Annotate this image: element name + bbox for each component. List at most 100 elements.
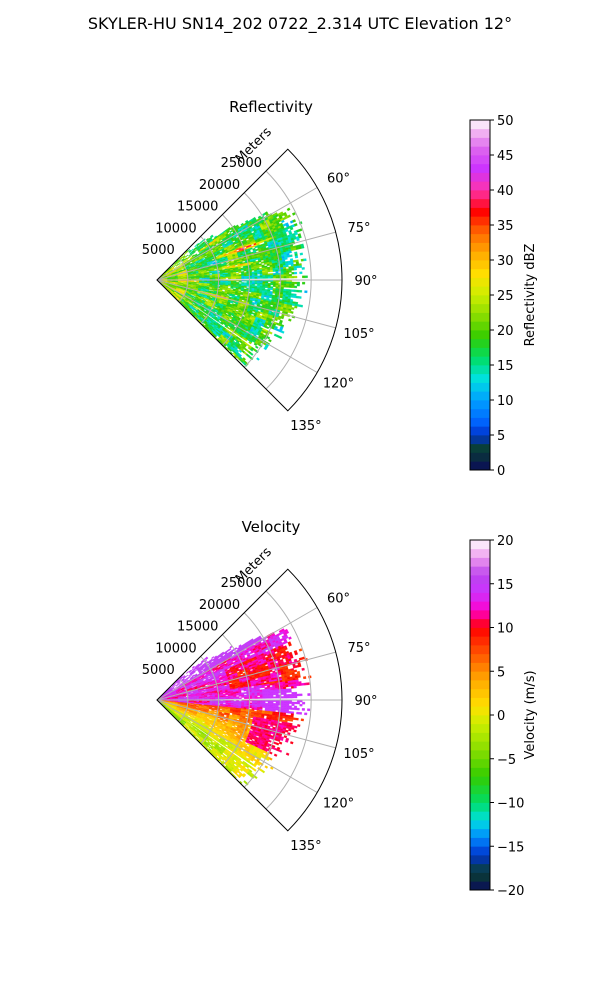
colorbar-tick-label: 0: [497, 464, 505, 479]
radar-cell: [243, 286, 247, 288]
radar-cell: [284, 257, 288, 260]
radar-cell: [296, 289, 300, 293]
radar-cell: [286, 207, 291, 212]
radar-cell: [283, 272, 287, 275]
radar-cell: [188, 277, 192, 279]
radar-cell: [267, 274, 271, 277]
radar-cell: [288, 281, 292, 284]
colorbar-segment: [470, 373, 490, 383]
colorbar-segment: [470, 391, 490, 401]
radar-cell: [283, 285, 287, 288]
radar-cell: [296, 281, 300, 285]
radar-cell: [259, 284, 263, 287]
radar-cell: [286, 270, 290, 273]
radar-cell: [257, 275, 261, 278]
radar-cell: [287, 262, 292, 266]
angle-tick-label: 105°: [343, 327, 374, 342]
radar-cell: [291, 289, 295, 292]
radar-cell: [196, 278, 200, 280]
radar-cell: [193, 274, 197, 276]
radar-cell: [270, 283, 274, 286]
radar-cell: [288, 266, 292, 269]
radar-cell: [301, 267, 305, 270]
radar-cell: [304, 275, 308, 279]
radar-cell: [222, 277, 226, 280]
colorbar-segment: [470, 321, 490, 331]
colorbar-segment: [470, 452, 490, 462]
radar-cell: [212, 278, 216, 280]
radar-cell: [171, 267, 175, 270]
angle-tick-label: 135°: [290, 419, 321, 434]
radar-cell: [238, 277, 242, 279]
radar-cell: [270, 281, 274, 284]
radar-cell: [288, 283, 292, 286]
radar-cell: [258, 260, 262, 263]
colorbar-segment: [470, 426, 490, 436]
radar-cell: [209, 286, 213, 289]
radar-cell: [259, 285, 263, 288]
radar-cell: [257, 272, 261, 275]
radar-cell: [214, 278, 218, 280]
radar-cell: [273, 274, 277, 277]
radar-cell: [288, 285, 292, 288]
radar-cell: [265, 276, 269, 279]
radar-cell: [177, 262, 181, 265]
colorbar-segment: [470, 128, 490, 138]
radar-cell: [262, 282, 266, 285]
radar-cell: [264, 286, 268, 289]
radar-cell: [288, 274, 292, 277]
radar-cell: [290, 295, 294, 298]
radar-cell: [261, 261, 265, 264]
radar-cell: [283, 283, 287, 286]
radar-cell: [254, 276, 258, 279]
colorbar-segment: [470, 190, 490, 200]
radar-cell: [286, 285, 290, 288]
radar-cell: [207, 278, 211, 280]
colorbar-segment: [470, 312, 490, 322]
radar-cell: [291, 281, 295, 285]
radar-cell: [289, 254, 293, 258]
radar-cell: [238, 271, 242, 274]
colorbar-tick-label: 30: [497, 254, 514, 269]
radar-cell: [265, 284, 269, 287]
colorbar-segment: [470, 408, 490, 418]
radar-cell: [298, 296, 302, 299]
radar-cell: [268, 331, 273, 335]
radar-cell: [258, 294, 262, 297]
radar-cell: [226, 262, 230, 264]
figure-title: SKYLER-HU SN14_202 0722_2.314 UTC Elevat…: [87, 14, 513, 33]
radar-cell: [293, 265, 297, 269]
radar-cell: [296, 265, 300, 269]
radar-cell: [299, 271, 303, 275]
radar-cell: [260, 258, 264, 261]
radar-cell: [235, 270, 239, 273]
radar-cell: [275, 274, 279, 277]
colorbar-segment: [470, 277, 490, 287]
colorbar-segment: [470, 443, 490, 453]
colorbar-tick-label: 25: [497, 289, 514, 304]
radar-cell: [226, 264, 230, 266]
colorbar-label: Reflectivity dBZ: [523, 244, 538, 347]
radar-cell: [272, 269, 276, 272]
radar-cell: [269, 296, 273, 299]
radar-cell: [291, 307, 295, 310]
radar-cell: [272, 273, 276, 276]
radar-cell: [230, 277, 234, 280]
velocity-panel: Velocity50001000015000200002500060°75°90…: [142, 518, 538, 899]
radar-cell: [201, 278, 205, 280]
radar-cell: [262, 275, 266, 278]
radar-cell: [283, 281, 287, 284]
colorbar-segment: [470, 435, 490, 445]
radar-cell: [209, 278, 213, 280]
radar-cell: [293, 289, 297, 293]
radar-cell: [270, 276, 274, 279]
reflectivity-panel: Reflectivity50001000015000200002500060°7…: [142, 98, 538, 479]
radar-cell: [259, 275, 263, 278]
radar-cell: [288, 276, 292, 279]
radar-cell: [270, 287, 274, 291]
radar-cell: [290, 264, 294, 267]
colorbar-segment: [470, 365, 490, 375]
radar-cell: [297, 304, 301, 307]
colorbar-segment: [470, 172, 490, 182]
radar-cell: [299, 252, 303, 256]
